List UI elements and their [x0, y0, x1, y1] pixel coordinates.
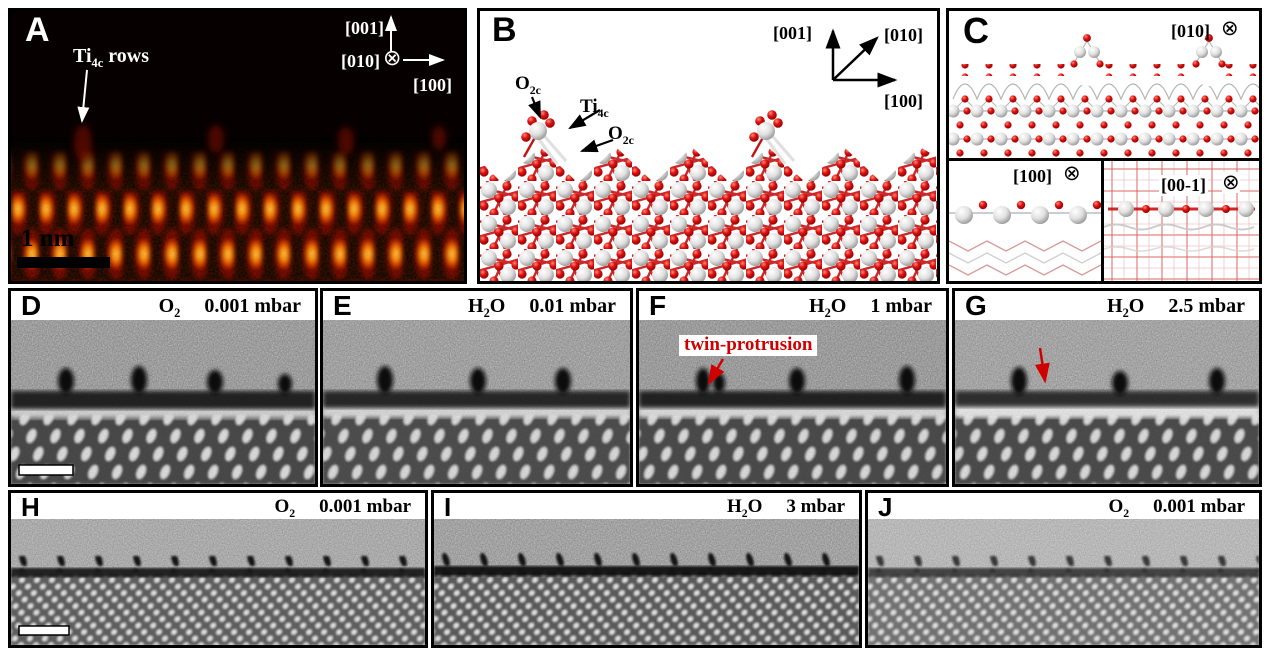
- panel-c: [010] ⊗ [100] ⊗: [946, 8, 1262, 284]
- panel-j-header: J O2 0.001 mbar: [868, 491, 1259, 522]
- panel-d: D O2 0.001 mbar: [8, 288, 318, 487]
- gas-formula: O2: [1108, 495, 1130, 520]
- pressure-value: 0.001 mbar: [319, 495, 411, 517]
- gas-formula: O2: [274, 495, 296, 520]
- panel-b-axis-100: [100]: [884, 91, 923, 111]
- panel-b-o2c-label-2: O2c: [608, 123, 634, 147]
- panel-c-view-00-1: [00-1] ⊗: [1103, 161, 1259, 281]
- panel-b-axis-diag-arrow: [832, 36, 879, 81]
- panel-i-header: I H2O 3 mbar: [434, 491, 859, 522]
- panel-e-label: E: [333, 290, 352, 321]
- gas-formula: O2: [158, 294, 181, 320]
- panel-h: H O2 0.001 mbar: [8, 490, 428, 648]
- otimes-icon: ⊗: [383, 45, 402, 70]
- panel-d-tem-image: [11, 319, 315, 484]
- panel-i-condition: H2O 3 mbar: [726, 495, 845, 520]
- panel-a-scalebar: [17, 257, 110, 268]
- panel-h-tem-image: [11, 518, 425, 645]
- panel-g-label: G: [965, 290, 987, 321]
- panel-a-annotation-arrow: [77, 69, 90, 123]
- panel-b-axis-010: [010]: [884, 25, 923, 45]
- panel-g-header: G H2O 2.5 mbar: [955, 291, 1259, 320]
- gas-formula: H2O: [1107, 294, 1145, 320]
- panel-b-ti4c-arrow: [568, 109, 601, 130]
- panel-a-axis-010: [010]: [341, 51, 380, 71]
- gas-formula: H2O: [809, 294, 847, 320]
- pressure-value: 0.001 mbar: [204, 294, 301, 317]
- panel-j: J O2 0.001 mbar: [865, 490, 1262, 648]
- gas-formula: H2O: [726, 495, 763, 520]
- panel-b-model-image: [480, 28, 937, 281]
- panel-b-label: B: [492, 11, 517, 49]
- pressure-value: 3 mbar: [786, 495, 845, 517]
- panel-i: I H2O 3 mbar: [431, 490, 862, 648]
- panel-c-view-010-label: [010]: [1171, 21, 1210, 41]
- panel-b-axis-001: [001]: [773, 23, 812, 43]
- panel-c-010-model: [949, 33, 1259, 158]
- panel-c-view-010: [010] ⊗: [949, 11, 1259, 161]
- panel-d-header: D O2 0.001 mbar: [11, 291, 315, 320]
- panel-b: B O2c Ti4c O2c [001] [010] [100]: [477, 8, 940, 284]
- panel-h-label: H: [21, 491, 40, 522]
- panel-f-label: F: [649, 290, 667, 321]
- panel-c-100-model: [949, 200, 1102, 276]
- panel-j-condition: O2 0.001 mbar: [1108, 495, 1246, 520]
- panel-g: G H2O 2.5 mbar: [952, 288, 1262, 487]
- panel-e-condition: H2O 0.01 mbar: [468, 294, 616, 320]
- panel-c-label: C: [959, 13, 993, 49]
- panel-g-condition: H2O 2.5 mbar: [1107, 294, 1245, 320]
- panel-d-scalebar: [18, 464, 74, 476]
- panel-g-tem-image: [955, 319, 1259, 484]
- panel-c-view-100: [100] ⊗: [949, 161, 1104, 281]
- panel-a: A Ti4c rows [001] [010] ⊗ [100] 1 nm: [8, 8, 467, 284]
- panel-b-o2c-arrow-1: [528, 96, 542, 120]
- panel-e: E H2O 0.01 mbar: [320, 288, 633, 487]
- panel-i-label: I: [444, 491, 452, 522]
- panel-e-tem-image: [323, 319, 630, 484]
- panel-f-annotation: twin-protrusion: [679, 334, 818, 356]
- panel-a-annotation: Ti4c rows: [73, 45, 149, 70]
- panel-c-view-100-label: [100]: [1013, 166, 1052, 186]
- panel-h-condition: O2 0.001 mbar: [274, 495, 412, 520]
- panel-g-protrusion-arrow: [1034, 347, 1050, 384]
- panel-j-label: J: [878, 491, 893, 522]
- panel-a-label: A: [25, 11, 50, 49]
- pressure-value: 2.5 mbar: [1168, 294, 1245, 317]
- panel-f-header: F H2O 1 mbar: [639, 291, 946, 320]
- panel-b-ti4c-label: Ti4c: [580, 96, 609, 120]
- panel-h-scalebar: [18, 625, 70, 636]
- panel-f-annotation-arrow: [707, 358, 725, 386]
- panel-h-header: H O2 0.001 mbar: [11, 491, 425, 522]
- pressure-value: 0.001 mbar: [1153, 495, 1245, 517]
- panel-b-o2c-arrow-2: [579, 138, 614, 153]
- panel-i-tem-image: [434, 518, 859, 645]
- otimes-icon: ⊗: [1221, 16, 1239, 40]
- otimes-icon: ⊗: [1063, 161, 1081, 185]
- gas-formula: H2O: [468, 294, 506, 320]
- panel-a-scalebar-label: 1 nm: [21, 225, 75, 252]
- panel-a-axis-001: [001]: [345, 18, 384, 38]
- panel-a-axis-100: [100]: [413, 75, 452, 95]
- panel-f-condition: H2O 1 mbar: [809, 294, 932, 320]
- panel-a-stem-image: [11, 11, 464, 281]
- panel-b-o2c-label-1: O2c: [515, 73, 541, 97]
- panel-f: F H2O 1 mbar twin-protrusion: [636, 288, 949, 487]
- panel-e-header: E H2O 0.01 mbar: [323, 291, 630, 320]
- panel-d-condition: O2 0.001 mbar: [158, 294, 301, 320]
- panel-c-view-00-1-label: [00-1]: [1159, 175, 1208, 196]
- panel-d-label: D: [21, 290, 42, 321]
- panel-j-tem-image: [868, 518, 1259, 645]
- pressure-value: 1 mbar: [870, 294, 932, 317]
- otimes-icon: ⊗: [1222, 170, 1240, 194]
- pressure-value: 0.01 mbar: [529, 294, 616, 317]
